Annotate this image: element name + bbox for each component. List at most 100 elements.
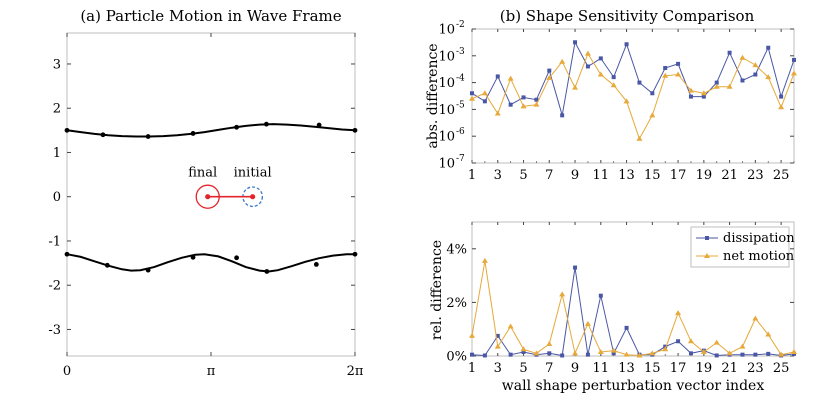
y-tick-exponent: -2 <box>456 20 465 30</box>
point-net-motion <box>726 83 733 89</box>
point-net-motion <box>610 347 617 353</box>
point-dissipation <box>792 57 796 62</box>
legend-label-net-motion: net motion <box>723 249 795 264</box>
point-net-motion <box>649 112 656 118</box>
panel-b-abs-difference: (b) Shape Sensitivity Comparison abs. di… <box>425 7 797 183</box>
lower-wall-marker <box>264 269 270 274</box>
final-label: final <box>188 166 217 181</box>
x-tick-label: 15 <box>644 361 661 376</box>
point-net-motion <box>739 54 746 60</box>
x-tick-label: 13 <box>618 361 635 376</box>
point-net-motion <box>662 346 669 352</box>
point-net-motion <box>481 90 488 96</box>
point-net-motion <box>700 348 707 354</box>
point-dissipation <box>470 352 474 357</box>
legend-marker-dissipation <box>705 236 709 240</box>
point-net-motion <box>713 339 720 345</box>
final-point <box>205 194 211 200</box>
point-net-motion <box>675 71 682 77</box>
y-tick-label: -1 <box>48 234 61 249</box>
y-tick-label: 10 <box>438 76 455 91</box>
lower-wall-marker <box>64 251 70 257</box>
point-net-motion <box>636 135 643 141</box>
point-net-motion <box>713 83 720 89</box>
point-dissipation <box>688 94 693 99</box>
panel-a-walls <box>64 121 358 274</box>
panel-b-top-series <box>469 40 797 141</box>
x-tick-label: 13 <box>618 168 635 183</box>
x-tick-label: π <box>207 364 216 379</box>
point-net-motion <box>572 84 579 90</box>
x-tick-label: 3 <box>494 361 502 376</box>
point-dissipation <box>714 80 719 85</box>
y-tick-label: 10 <box>438 49 455 64</box>
point-net-motion <box>469 95 475 101</box>
y-tick-label: 10 <box>438 103 455 118</box>
point-net-motion <box>778 351 785 357</box>
point-dissipation <box>714 353 719 358</box>
initial-point <box>250 194 256 200</box>
point-net-motion <box>778 104 785 110</box>
x-tick-label: 23 <box>747 168 764 183</box>
point-dissipation <box>598 56 603 61</box>
initial-label: initial <box>234 166 272 181</box>
point-net-motion <box>610 82 617 88</box>
y-tick-label: 10 <box>438 157 455 172</box>
upper-wall-marker <box>64 127 70 133</box>
point-dissipation <box>611 75 616 80</box>
point-dissipation <box>534 97 539 102</box>
point-dissipation <box>508 102 513 107</box>
point-net-motion <box>546 74 553 80</box>
x-tick-label: 15 <box>644 168 661 183</box>
panel-a-particle-motion: (a) Particle Motion in Wave Frame 3 2 1 0 -1… <box>48 7 364 379</box>
point-dissipation <box>701 94 706 99</box>
point-dissipation <box>573 40 578 45</box>
upper-wall-marker <box>190 131 196 136</box>
lower-wall-marker <box>352 251 358 257</box>
point-dissipation <box>727 50 732 55</box>
panel-b-bottom-axes-box <box>471 221 795 357</box>
x-tick-label: 11 <box>593 361 610 376</box>
point-dissipation <box>495 74 500 79</box>
panel-b-top-ylabel: abs. difference <box>425 43 441 148</box>
x-tick-label: 25 <box>773 361 790 376</box>
panel-a-axes-box <box>66 32 356 357</box>
y-tick-label: 1 <box>53 146 61 161</box>
point-net-motion <box>739 343 746 349</box>
point-net-motion <box>649 350 656 356</box>
point-dissipation <box>508 352 513 357</box>
point-net-motion <box>559 291 566 297</box>
point-net-motion <box>481 257 488 263</box>
panel-b-bottom-ticks: 1 3 5 7 9 11 13 15 17 19 21 23 250%2%4% <box>446 222 795 376</box>
point-net-motion <box>546 340 553 346</box>
x-tick-label: 23 <box>747 361 764 376</box>
point-dissipation <box>521 349 526 354</box>
point-dissipation <box>676 339 681 344</box>
x-tick-label: 17 <box>670 168 687 183</box>
point-net-motion <box>494 343 501 349</box>
legend: dissipation net motion <box>690 226 795 268</box>
panel-b-bottom-series <box>469 257 797 358</box>
y-tick-exponent: -5 <box>456 100 465 110</box>
y-tick-label: 10 <box>438 23 455 38</box>
x-tick-label: 7 <box>545 168 553 183</box>
point-dissipation <box>547 351 552 356</box>
point-dissipation <box>740 352 745 357</box>
point-net-motion <box>765 74 772 80</box>
x-tick-label: 2π <box>347 364 364 379</box>
x-tick-label: 1 <box>468 361 476 376</box>
upper-wall-marker <box>145 134 151 139</box>
point-net-motion <box>687 87 694 93</box>
y-tick-label: 10 <box>438 130 455 145</box>
y-tick-label: 2% <box>446 296 467 311</box>
point-dissipation <box>495 333 500 338</box>
point-net-motion <box>597 71 604 77</box>
x-tick-label: 0 <box>63 364 71 379</box>
point-dissipation <box>521 95 526 100</box>
point-dissipation <box>585 352 590 357</box>
y-tick-label: -2 <box>48 279 61 294</box>
upper-wall-marker <box>234 124 239 130</box>
lower-wall-curve <box>66 253 355 273</box>
